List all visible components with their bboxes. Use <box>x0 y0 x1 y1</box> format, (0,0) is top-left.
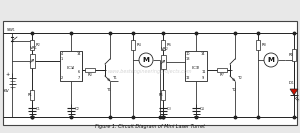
Bar <box>30 90 34 100</box>
Text: R$_7$: R$_7$ <box>219 71 225 79</box>
Text: 14: 14 <box>77 52 82 56</box>
Text: 1: 1 <box>61 57 63 61</box>
Text: 4: 4 <box>61 52 63 56</box>
Text: C$_1$: C$_1$ <box>35 105 41 113</box>
Text: T$_2$: T$_2$ <box>237 74 243 82</box>
Text: M: M <box>142 57 149 63</box>
Text: R$_3$: R$_3$ <box>87 71 93 79</box>
Text: 7: 7 <box>78 76 80 80</box>
Bar <box>30 40 34 50</box>
Bar <box>85 68 95 72</box>
Text: C$_4$: C$_4$ <box>199 105 205 113</box>
Bar <box>292 49 296 61</box>
Text: +: + <box>6 72 10 78</box>
Text: T$_2$: T$_2$ <box>231 86 237 94</box>
Text: R$_2$: R$_2$ <box>35 41 41 49</box>
Text: 12: 12 <box>186 76 190 80</box>
Text: 14: 14 <box>201 52 206 56</box>
Text: 2: 2 <box>61 76 63 80</box>
Text: R$_5$: R$_5$ <box>158 91 164 99</box>
Text: T$_1$: T$_1$ <box>112 74 118 82</box>
Bar <box>160 55 166 69</box>
Bar <box>185 51 207 81</box>
Text: SW$_1$: SW$_1$ <box>6 26 16 34</box>
Text: 11: 11 <box>202 70 206 74</box>
Text: Figure 1: Circuit Diagram of Mini Laser Turret: Figure 1: Circuit Diagram of Mini Laser … <box>95 124 205 129</box>
Text: R$_6$: R$_6$ <box>166 41 172 49</box>
Text: R$_1$: R$_1$ <box>27 91 33 99</box>
Text: IC$_{1B}$: IC$_{1B}$ <box>191 64 201 72</box>
Text: VR$_2$: VR$_2$ <box>160 45 168 53</box>
Bar <box>161 90 165 100</box>
Bar <box>161 40 165 50</box>
Text: D$_1$: D$_1$ <box>288 79 294 87</box>
Text: VR$_1$: VR$_1$ <box>28 44 38 52</box>
Text: 10: 10 <box>186 52 190 56</box>
Text: IC$_{1A}$: IC$_{1A}$ <box>66 64 76 72</box>
Text: 6: 6 <box>78 70 80 74</box>
Bar <box>131 40 135 50</box>
Bar <box>256 40 260 50</box>
Circle shape <box>139 53 153 67</box>
Circle shape <box>264 53 278 67</box>
Text: R$_8$: R$_8$ <box>261 41 267 49</box>
Bar <box>3 21 297 125</box>
Text: R$_9$: R$_9$ <box>288 51 294 59</box>
Text: M: M <box>268 57 274 63</box>
Text: R$_4$: R$_4$ <box>136 41 142 49</box>
Text: 9: 9 <box>202 76 204 80</box>
Text: T$_1$: T$_1$ <box>106 86 112 94</box>
Text: 13: 13 <box>186 57 190 61</box>
Text: C$_2$: C$_2$ <box>74 105 80 113</box>
Text: www.bestengineeringprojects.com: www.bestengineeringprojects.com <box>108 68 192 74</box>
Bar <box>217 68 227 72</box>
Bar <box>60 51 82 81</box>
Bar <box>29 54 34 68</box>
Polygon shape <box>290 89 298 95</box>
Text: C$_3$: C$_3$ <box>166 105 172 113</box>
Text: 6V: 6V <box>4 89 10 93</box>
